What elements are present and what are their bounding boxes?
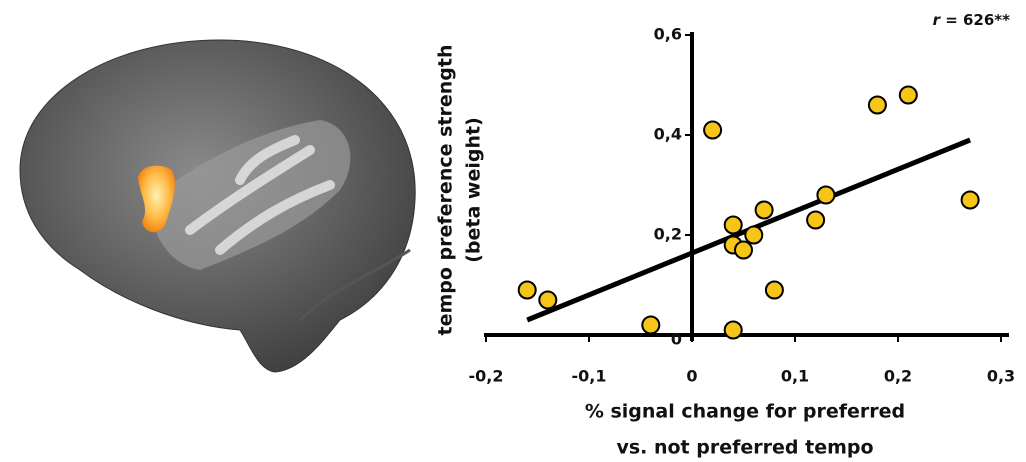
x-axis-label: % signal change for preferred xyxy=(585,401,905,423)
data-point xyxy=(962,192,979,209)
figure: r = 626** % signal change for preferred … xyxy=(0,0,1026,462)
y-tick-label: 0,4 xyxy=(654,125,682,144)
data-point xyxy=(725,217,742,234)
y-tick-label: 0,2 xyxy=(654,225,682,244)
x-tick-label: 0,2 xyxy=(884,367,912,386)
data-point xyxy=(519,282,536,299)
brain-image xyxy=(20,40,415,372)
x-tick-label: -0,2 xyxy=(469,367,504,386)
x-tick-label: 0,1 xyxy=(781,367,809,386)
y-axis-label: (beta weight) xyxy=(463,117,485,263)
data-point xyxy=(817,187,834,204)
data-point xyxy=(725,322,742,339)
data-point xyxy=(539,292,556,309)
data-point xyxy=(766,282,783,299)
y-axis-label: tempo preference strength xyxy=(435,45,457,336)
x-tick-label: -0,1 xyxy=(572,367,607,386)
x-axis-label: vs. not preferred tempo xyxy=(616,437,873,459)
data-point xyxy=(900,87,917,104)
annotation: r = 626** xyxy=(933,11,1011,29)
data-point xyxy=(807,212,824,229)
data-point xyxy=(642,317,659,334)
x-tick-label: 0 xyxy=(686,367,697,386)
x-tick-label: 0,3 xyxy=(987,367,1015,386)
y-tick-label: 0,6 xyxy=(654,25,682,44)
annotation-value: = 626** xyxy=(940,11,1010,29)
data-point xyxy=(869,97,886,114)
data-point xyxy=(735,242,752,259)
y-tick-label: 0 xyxy=(671,330,682,349)
data-point xyxy=(756,202,773,219)
data-point xyxy=(704,122,721,139)
data-point xyxy=(745,227,762,244)
